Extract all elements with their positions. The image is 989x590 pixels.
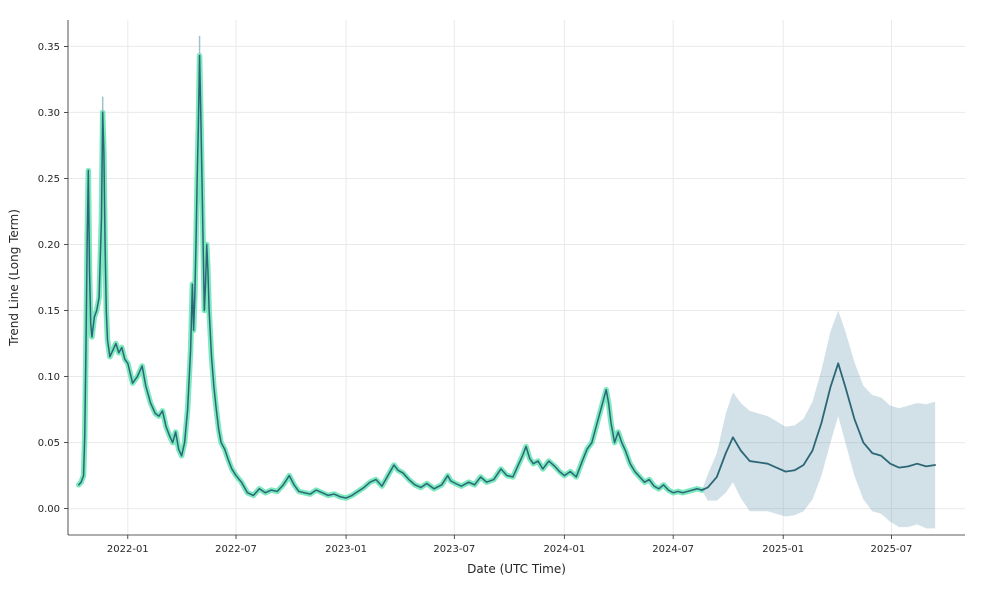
x-tick-label: 2023-07 — [433, 544, 475, 555]
timeseries-chart: 2022-01 2022-07 2023-01 2023-07 2024-01 2024-… — [0, 0, 989, 590]
y-tick-label: 0.30 — [38, 108, 60, 119]
y-tick-label: 0.05 — [38, 438, 60, 449]
y-tick-label: 0.00 — [38, 504, 60, 515]
x-axis-label: Date (UTC Time) — [467, 562, 566, 576]
x-tick-label: 2025-01 — [762, 544, 804, 555]
y-tick-label: 0.25 — [38, 174, 60, 185]
x-tick-label: 2023-01 — [325, 544, 367, 555]
x-tick-label: 2022-07 — [215, 544, 257, 555]
y-tick-label: 0.15 — [38, 306, 60, 317]
y-tick-label: 0.10 — [38, 372, 60, 383]
y-tick-label: 0.20 — [38, 240, 60, 251]
y-axis-label: Trend Line (Long Term) — [7, 209, 21, 347]
y-tick-label: 0.35 — [38, 42, 60, 53]
x-tick-label: 2024-01 — [543, 544, 585, 555]
x-tick-label: 2024-07 — [652, 544, 694, 555]
x-tick-label: 2022-01 — [107, 544, 149, 555]
chart-svg: 2022-01 2022-07 2023-01 2023-07 2024-01 2024-… — [0, 0, 989, 590]
x-tick-label: 2025-07 — [871, 544, 913, 555]
